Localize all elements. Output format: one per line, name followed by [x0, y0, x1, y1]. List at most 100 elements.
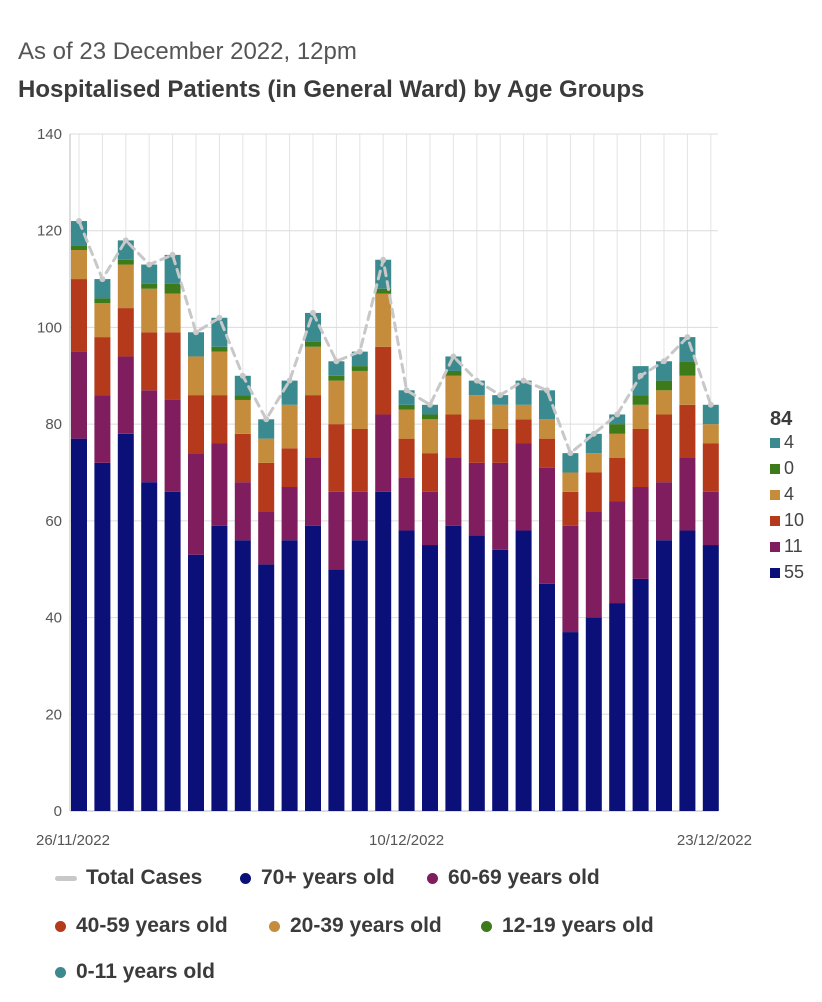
bar-segment: [468, 419, 485, 463]
end-label-value: 0: [784, 458, 794, 478]
bar-segment: [632, 395, 649, 405]
bar-segment: [211, 443, 228, 526]
total-cases-point: [684, 334, 691, 341]
bar-segment: [585, 472, 602, 512]
legend-item-40-59[interactable]: 40-59 years old: [55, 914, 228, 938]
bar-segment: [375, 293, 392, 347]
bar-segment: [632, 487, 649, 579]
total-cases-point: [76, 218, 82, 225]
bar-segment: [164, 293, 181, 333]
legend-item-60-69[interactable]: 60-69 years old: [427, 866, 600, 890]
bar-segment: [188, 554, 204, 811]
bar-segment: [258, 564, 275, 811]
bar-segment: [422, 453, 438, 492]
total-cases-point: [310, 309, 316, 316]
bar-segment: [188, 453, 204, 555]
bar-segment: [562, 453, 579, 473]
end-label-value: 11: [784, 536, 803, 556]
legend-swatch-dot: [269, 920, 280, 932]
bar-segment: [375, 491, 392, 811]
bar-segment: [656, 540, 672, 811]
bar-segment: [398, 530, 415, 811]
end-label-swatch: [770, 438, 780, 448]
bar-segment: [71, 351, 87, 439]
bar-segment: [492, 428, 509, 463]
total-cases-point: [520, 377, 527, 384]
y-tick-label: 40: [45, 610, 62, 627]
bar-segment: [117, 356, 134, 434]
legend-item-0-11[interactable]: 0-11 years old: [55, 960, 215, 984]
bar-segment: [468, 535, 485, 811]
bar-segment: [632, 428, 649, 488]
y-tick-label: 20: [45, 706, 62, 723]
legend-swatch-dot: [240, 872, 251, 884]
legend-label: 0-11 years old: [76, 960, 215, 983]
bar-segment: [375, 346, 392, 415]
bar-segment: [351, 491, 368, 541]
legend-label: 12-19 years old: [502, 914, 654, 937]
y-tick-label: 120: [37, 223, 62, 240]
bar-segment: [94, 303, 111, 338]
end-label-value: 55: [784, 562, 804, 582]
total-cases-point: [661, 358, 667, 365]
bar-segment: [281, 404, 298, 449]
bar-segment: [164, 491, 181, 811]
bar-segment: [117, 433, 134, 811]
total-cases-point: [403, 387, 410, 394]
legend-item-total-cases[interactable]: Total Cases: [55, 866, 202, 890]
bar-segment: [281, 380, 298, 405]
bar-segment: [351, 366, 368, 371]
bar-segment: [71, 438, 87, 811]
legend-item-20-39[interactable]: 20-39 years old: [269, 914, 442, 938]
bar-segment: [398, 477, 415, 531]
bar-segment: [585, 617, 602, 811]
bar-segment: [258, 438, 275, 463]
bar-segment: [188, 356, 204, 396]
bar-segment: [492, 395, 509, 405]
bar-segment: [632, 366, 649, 396]
bar-segment: [94, 337, 111, 396]
end-label-swatch: [770, 516, 780, 526]
bar-segment: [328, 491, 345, 570]
bar-segment: [539, 438, 555, 468]
bar-segment: [468, 395, 485, 420]
total-cases-point: [614, 411, 621, 418]
total-cases-point: [239, 372, 246, 379]
total-cases-point: [193, 329, 199, 336]
bar-segment: [211, 525, 228, 811]
bar-segment: [234, 433, 251, 483]
bar-segment: [94, 298, 111, 304]
total-cases-point: [146, 261, 153, 268]
bar-segment: [656, 482, 672, 541]
legend-label: 40-59 years old: [76, 914, 228, 937]
bar-segment: [609, 457, 626, 502]
total-cases-point: [333, 358, 340, 365]
y-tick-label: 100: [37, 319, 62, 336]
total-cases-point: [497, 392, 504, 399]
bar-segment: [702, 491, 719, 546]
x-tick-label: 23/12/2022: [677, 832, 752, 849]
bar-segment: [117, 264, 134, 309]
bar-segment: [679, 375, 696, 405]
legend-item-70-plus[interactable]: 70+ years old: [240, 866, 395, 890]
bar-segment: [164, 332, 181, 400]
bar-segment: [656, 380, 672, 391]
bar-segment: [141, 283, 158, 289]
bar-segment: [702, 424, 719, 444]
bar-segment: [398, 404, 415, 410]
chart-subtitle: As of 23 December 2022, 12pm: [18, 38, 357, 65]
y-tick-label: 140: [37, 126, 62, 143]
bar-segment: [328, 380, 345, 425]
bar-segment: [141, 332, 158, 391]
end-label-value: 4: [784, 432, 794, 452]
bar-segment: [351, 428, 368, 492]
legend-item-12-19[interactable]: 12-19 years old: [481, 914, 654, 938]
bar-segment: [445, 457, 462, 526]
legend-swatch-dot: [427, 872, 438, 884]
bar-segment: [422, 414, 438, 420]
total-cases-point: [169, 251, 176, 258]
bar-segment: [562, 632, 579, 811]
bar-segment: [515, 530, 532, 811]
total-cases-point: [99, 276, 106, 283]
